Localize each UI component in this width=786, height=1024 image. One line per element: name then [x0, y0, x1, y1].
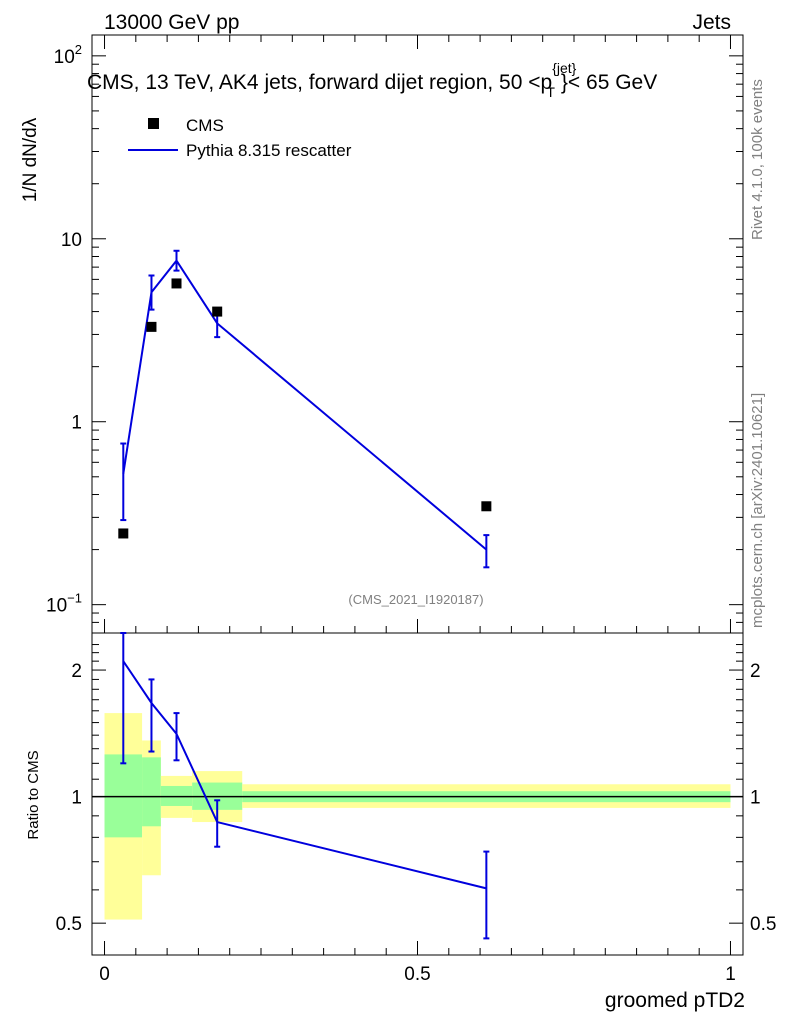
main-y-tick-label-2: 10 — [61, 230, 82, 251]
ratio-mc-line — [123, 661, 486, 888]
main-y-tick-label-1: 1 — [71, 413, 82, 434]
ratio-y-tick-label-right-1: 1 — [750, 788, 761, 809]
x-axis-label: groomed pTD2 — [605, 989, 745, 1012]
x-tick-label-0: 0 — [99, 964, 110, 985]
main-y-tick-exp-0: −1 — [67, 591, 82, 606]
ratio-uncertainty-bands — [105, 713, 731, 919]
y-ratio-axis-label: Ratio to CMS — [25, 750, 42, 839]
main-y-tick-label-0: 10−1 — [46, 591, 82, 617]
cms-data-point — [146, 322, 156, 332]
mc-line — [123, 261, 486, 550]
plot-title-sub: T — [546, 84, 555, 100]
ratio-y-tick-label-right-0: 0.5 — [750, 914, 776, 935]
cms-data-point — [212, 307, 222, 317]
analysis-watermark: (CMS_2021_I1920187) — [348, 592, 483, 607]
plot-title-end: }< 65 GeV — [561, 71, 657, 94]
x-tick-label-2: 1 — [725, 964, 736, 985]
main-y-tick-label-3: 102 — [54, 42, 82, 68]
ratio-y-tick-label-right-2: 2 — [750, 661, 761, 682]
legend-mc-label: Pythia 8.315 rescatter — [186, 141, 352, 160]
plot-title: CMS, 13 TeV, AK4 jets, forward dijet reg… — [87, 60, 657, 100]
ratio-y-tick-label-left-0: 0.5 — [56, 914, 82, 935]
legend-cms-label: CMS — [186, 116, 224, 135]
legend-cms-marker — [148, 118, 159, 129]
x-tick-label-1: 0.5 — [404, 964, 430, 985]
category-label: Jets — [692, 11, 731, 34]
plot-title-main: CMS, 13 TeV, AK4 jets, forward dijet reg… — [87, 71, 552, 94]
band-inner-1 — [142, 757, 161, 826]
rivet-label: Rivet 4.1.0, 100k events — [749, 79, 766, 240]
cms-data-point — [481, 501, 491, 511]
cms-data-point — [118, 528, 128, 538]
plot-canvas: 13000 GeV pp Jets 10−1 1 10 102 0.5 0.5 1 1 2 2 0 0… — [0, 0, 786, 1024]
ratio-y-tick-label-left-1: 1 — [71, 788, 82, 809]
energy-label: 13000 GeV pp — [104, 11, 239, 34]
y-main-label-text: 1/N dN/dλ — [20, 117, 41, 202]
y-main-axis-label: 1/N dN/dλ — [20, 117, 41, 202]
cms-data-point — [172, 278, 182, 288]
main-y-tick-exp-3: 2 — [75, 42, 82, 57]
ratio-y-tick-label-left-2: 2 — [71, 661, 82, 682]
mcplots-label: mcplots.cern.ch [arXiv:2401.10621] — [749, 393, 766, 628]
main-panel-data — [118, 251, 491, 568]
